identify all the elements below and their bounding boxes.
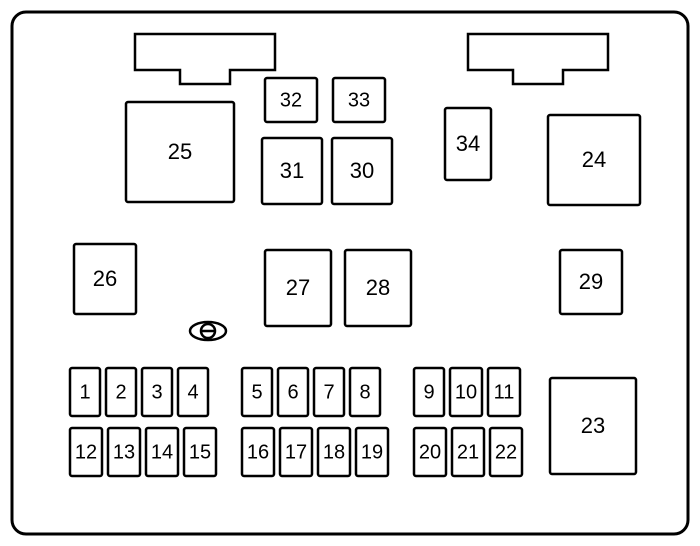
fuse-label: 8 [359,381,370,403]
fuse-label: 25 [168,139,192,164]
fuse-label: 19 [361,441,383,463]
fuse-slot-26: 26 [74,244,136,314]
fuse-label: 17 [285,441,307,463]
fuse-slot-12: 12 [70,428,102,476]
fuse-slot-14: 14 [146,428,178,476]
fuse-label: 11 [494,381,515,403]
fuse-slot-11: 11 [488,368,520,416]
fuse-slot-5: 5 [242,368,272,416]
fuse-slot-19: 19 [356,428,388,476]
fuse-label: 20 [419,441,441,463]
fuse-slot-29: 29 [560,250,622,314]
fuse-label: 6 [287,381,298,403]
fuse-slot-6: 6 [278,368,308,416]
fuse-slot-25: 25 [126,102,234,202]
fuse-slot-33: 33 [333,78,385,122]
fuse-slot-8: 8 [350,368,380,416]
fuse-slot-9: 9 [414,368,444,416]
fuse-label: 16 [247,441,269,463]
fuse-label: 31 [280,158,304,183]
fuse-box-diagram: 2524323331303426272829231234567891011121… [0,0,700,546]
fuse-label: 14 [151,441,173,463]
fuse-label: 29 [579,269,603,294]
fuse-slot-16: 16 [242,428,274,476]
fuse-slot-30: 30 [332,138,392,204]
fuse-label: 34 [456,131,480,156]
fuse-label: 12 [75,441,97,463]
fuse-slot-23: 23 [550,378,636,474]
fuse-slot-13: 13 [108,428,140,476]
fuse-label: 33 [348,89,370,111]
fuse-slot-32: 32 [265,78,317,122]
fuse-label: 30 [350,158,374,183]
fuse-label: 32 [280,89,302,111]
fuse-slot-15: 15 [184,428,216,476]
fuse-slot-1: 1 [70,368,100,416]
fuse-label: 18 [323,441,345,463]
fuse-slot-18: 18 [318,428,350,476]
fuse-label: 9 [423,381,434,403]
fuse-slot-24: 24 [548,115,640,205]
fuse-label: 1 [79,381,90,403]
fuse-label: 3 [151,381,162,403]
fuse-slot-31: 31 [262,138,322,204]
fuse-label: 23 [581,413,605,438]
fuse-label: 7 [323,381,334,403]
fuse-slot-4: 4 [178,368,208,416]
fuse-slot-28: 28 [345,250,411,326]
fuse-label: 21 [457,441,479,463]
fuse-label: 22 [495,441,517,463]
fuse-label: 28 [366,275,390,300]
fuse-slot-10: 10 [450,368,482,416]
fuse-label: 5 [251,381,262,403]
fuse-slot-3: 3 [142,368,172,416]
fuse-label: 10 [455,381,477,403]
fuse-slot-2: 2 [106,368,136,416]
fuse-slot-21: 21 [452,428,484,476]
fuse-slot-20: 20 [414,428,446,476]
fuse-slot-27: 27 [265,250,331,326]
fuse-slot-7: 7 [314,368,344,416]
fuse-slot-17: 17 [280,428,312,476]
fuse-label: 24 [582,147,606,172]
fuse-label: 15 [189,441,211,463]
fuse-slot-22: 22 [490,428,522,476]
fuse-label: 13 [113,441,135,463]
fuse-slot-34: 34 [445,108,491,180]
fuse-label: 2 [115,381,126,403]
fuse-label: 26 [93,266,117,291]
fuse-label: 27 [286,275,310,300]
fuse-label: 4 [187,381,198,403]
